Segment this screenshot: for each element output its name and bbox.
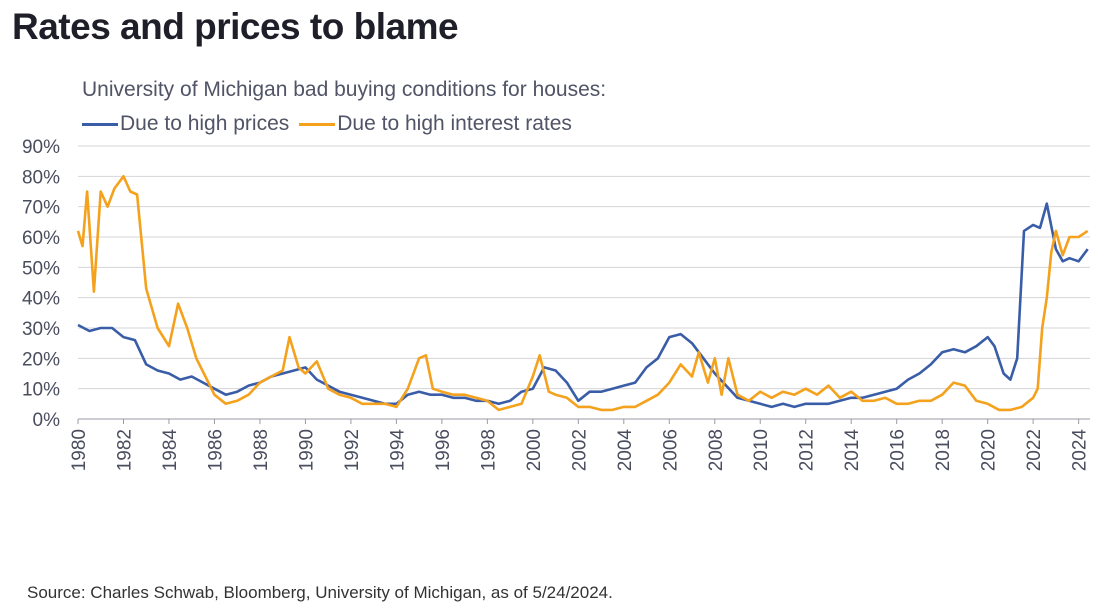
x-tick-label: 2012	[797, 429, 818, 471]
x-tick-label: 1990	[296, 429, 317, 471]
x-tick-label: 1986	[205, 429, 226, 471]
x-tick-label: 2014	[842, 429, 863, 472]
x-tick-label: 1998	[478, 429, 499, 471]
x-axis-tick-labels: 1980 1982 1984 1986 1988 1990 1992 1994 1996 1998…	[69, 419, 1091, 471]
x-tick-label: 2002	[569, 429, 590, 471]
x-tick-label: 2008	[706, 429, 727, 471]
x-tick-label: 2000	[524, 429, 545, 471]
x-tick-label: 2004	[615, 429, 636, 472]
y-tick-label: 80%	[22, 167, 60, 188]
x-tick-label: 2020	[979, 429, 1000, 471]
x-tick-label: 1992	[342, 429, 363, 471]
source-note: Source: Charles Schwab, Bloomberg, Unive…	[27, 583, 613, 602]
y-tick-label: 10%	[22, 380, 60, 401]
x-tick-label: 2010	[751, 429, 772, 471]
x-tick-label: 2018	[933, 429, 954, 471]
legend-swatch-prices	[82, 122, 118, 126]
y-tick-label: 90%	[22, 137, 60, 158]
x-tick-label: 2006	[660, 429, 681, 471]
series-lines	[76, 174, 1089, 412]
x-tick-label: 1980	[69, 429, 90, 471]
x-tick-label: 2016	[888, 429, 909, 471]
chart-subtitle: University of Michigan bad buying condit…	[82, 78, 607, 101]
legend-swatch-rates	[299, 122, 336, 126]
series-line-high-prices	[77, 202, 1089, 409]
y-tick-label: 60%	[22, 228, 60, 249]
series-line-high-interest-rates	[76, 174, 1089, 412]
x-tick-label: 1988	[251, 429, 272, 471]
gridlines	[78, 145, 1090, 420]
y-tick-label: 70%	[22, 198, 60, 219]
x-tick-label: 1994	[387, 429, 408, 472]
y-tick-label: 20%	[22, 349, 60, 370]
x-tick-label: 2024	[1070, 429, 1091, 472]
legend-label-rates: Due to high interest rates	[337, 112, 572, 135]
legend-item-prices: Due to high prices	[82, 112, 289, 136]
y-axis-tick-labels: 0% 10% 20% 30% 40% 50% 60% 70% 80% 90%	[22, 137, 60, 431]
line-chart: 0%10%20%30%40%50%60%70%80%90% 1980 1982 19…	[22, 137, 1091, 471]
legend: Due to high prices Due to high interest …	[82, 112, 582, 136]
x-tick-label: 1984	[160, 429, 181, 472]
x-tick-label: 1982	[114, 429, 135, 471]
legend-item-rates: Due to high interest rates	[299, 112, 572, 136]
y-tick-label: 30%	[22, 319, 60, 340]
y-tick-label: 40%	[22, 289, 60, 310]
x-tick-label: 2022	[1024, 429, 1045, 471]
y-tick-label: 50%	[22, 258, 60, 279]
x-tick-label: 1996	[433, 429, 454, 471]
legend-label-prices: Due to high prices	[120, 112, 290, 135]
y-tick-label: 0%	[33, 410, 61, 431]
chart-title: Rates and prices to blame	[12, 6, 459, 47]
